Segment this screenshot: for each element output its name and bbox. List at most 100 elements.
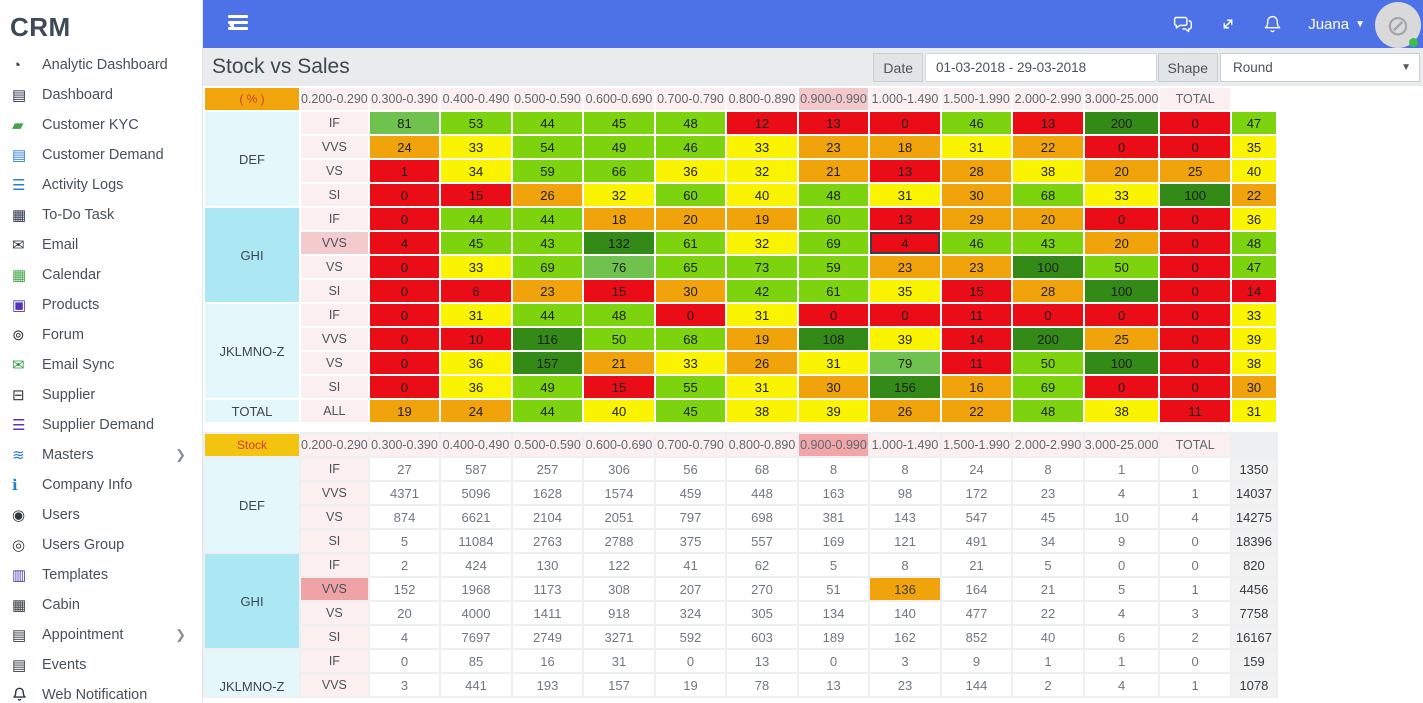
heatmap-cell[interactable]: 32 [727,160,797,182]
sidebar-item-email-sync[interactable]: ✉ Email Sync [0,350,202,380]
stock-cell[interactable]: 207 [655,578,726,600]
stock-cell[interactable]: 193 [512,674,583,696]
heatmap-cell[interactable]: 60 [655,184,726,206]
stock-cell[interactable]: 6621 [441,506,511,528]
sidebar-item-dashboard[interactable]: ▤ Dashboard [0,80,202,110]
chat-icon[interactable] [1172,14,1193,35]
stock-cell[interactable]: 4 [1084,602,1159,624]
heatmap-cell[interactable]: 10 [441,328,511,350]
heatmap-cell[interactable]: 55 [655,376,726,398]
stock-cell[interactable]: 5 [1013,554,1083,576]
stock-cell[interactable]: 162 [870,626,940,648]
heatmap-cell[interactable]: 59 [798,256,869,278]
stock-cell[interactable]: 4 [369,626,440,648]
stock-cell[interactable]: 257 [512,458,583,480]
heatmap-cell[interactable]: 0 [1160,112,1230,134]
heatmap-cell[interactable]: 21 [798,160,869,182]
heatmap-cell[interactable]: 0 [1160,136,1230,158]
stock-cell[interactable]: 9 [941,650,1012,672]
heatmap-cell[interactable]: 81 [369,112,440,134]
stock-cell[interactable]: 4 [1160,506,1230,528]
sidebar-item-products[interactable]: ▣ Products [0,290,202,320]
heatmap-cell[interactable]: 18 [584,208,654,230]
user-menu[interactable]: Juana ▼ [1308,16,1365,33]
stock-cell[interactable]: 3271 [584,626,654,648]
heatmap-cell[interactable]: 19 [727,328,797,350]
stock-cell[interactable]: 172 [941,482,1012,504]
heatmap-cell[interactable]: 33 [1084,184,1159,206]
heatmap-cell[interactable]: 15 [584,280,654,302]
stock-cell[interactable]: 163 [798,482,869,504]
heatmap-cell[interactable]: 48 [655,112,726,134]
stock-cell[interactable]: 557 [727,530,797,552]
stock-cell[interactable]: 1 [1013,650,1083,672]
stock-cell[interactable]: 22 [1013,602,1083,624]
heatmap-cell[interactable]: 0 [1013,304,1083,326]
heatmap-cell[interactable]: 46 [941,112,1012,134]
stock-cell[interactable]: 1574 [584,482,654,504]
heatmap-cell[interactable]: 28 [941,160,1012,182]
stock-cell[interactable]: 5 [798,554,869,576]
heatmap-cell[interactable]: 54 [512,136,583,158]
stock-cell[interactable]: 1173 [512,578,583,600]
heatmap-cell[interactable]: 22 [941,400,1012,422]
sidebar-item-appointment[interactable]: ▤ Appointment ❯ [0,620,202,650]
heatmap-cell[interactable]: 0 [1160,232,1230,254]
stock-cell[interactable]: 477 [941,602,1012,624]
sidebar-item-forum[interactable]: ⊚ Forum [0,320,202,350]
stock-cell[interactable]: 16 [512,650,583,672]
stock-cell[interactable]: 4 [1084,482,1159,504]
heatmap-cell[interactable]: 22 [1013,136,1083,158]
sidebar-item-customer-demand[interactable]: ▤ Customer Demand [0,140,202,170]
heatmap-cell[interactable]: 44 [512,304,583,326]
stock-cell[interactable]: 169 [798,530,869,552]
sidebar-item-company-info[interactable]: ℹ Company Info [0,470,202,500]
stock-cell[interactable]: 134 [798,602,869,624]
sidebar-item-to-do-task[interactable]: ▦ To-Do Task [0,200,202,230]
stock-cell[interactable]: 1 [1084,458,1159,480]
stock-cell[interactable]: 31 [584,650,654,672]
stock-cell[interactable]: 587 [441,458,511,480]
stock-cell[interactable]: 13 [727,650,797,672]
heatmap-cell[interactable]: 65 [655,256,726,278]
heatmap-cell[interactable]: 0 [870,112,940,134]
heatmap-cell[interactable]: 50 [584,328,654,350]
heatmap-cell[interactable]: 16 [941,376,1012,398]
stock-cell[interactable]: 122 [584,554,654,576]
heatmap-cell[interactable]: 100 [1160,184,1230,206]
heatmap-cell[interactable]: 0 [1084,208,1159,230]
stock-cell[interactable]: 592 [655,626,726,648]
heatmap-cell[interactable]: 23 [870,256,940,278]
heatmap-cell[interactable]: 18 [870,136,940,158]
sidebar-item-events[interactable]: ▤ Events [0,650,202,680]
heatmap-cell[interactable]: 69 [798,232,869,254]
heatmap-cell[interactable]: 50 [1084,256,1159,278]
heatmap-cell[interactable]: 23 [798,136,869,158]
stock-cell[interactable]: 164 [941,578,1012,600]
heatmap-cell[interactable]: 0 [369,304,440,326]
heatmap-cell[interactable]: 44 [512,112,583,134]
heatmap-cell[interactable]: 49 [512,376,583,398]
heatmap-cell[interactable]: 31 [941,136,1012,158]
menu-toggle-icon[interactable] [228,15,248,32]
heatmap-cell[interactable]: 31 [441,304,511,326]
stock-cell[interactable]: 0 [1160,458,1230,480]
heatmap-cell[interactable]: 100 [1013,256,1083,278]
stock-cell[interactable]: 1968 [441,578,511,600]
heatmap-cell[interactable]: 59 [512,160,583,182]
stock-cell[interactable]: 24 [941,458,1012,480]
heatmap-cell[interactable]: 48 [584,304,654,326]
heatmap-cell[interactable]: 200 [1013,328,1083,350]
heatmap-cell[interactable]: 30 [798,376,869,398]
heatmap-cell[interactable]: 43 [512,232,583,254]
stock-cell[interactable]: 1628 [512,482,583,504]
heatmap-cell[interactable]: 38 [727,400,797,422]
heatmap-cell[interactable]: 13 [1013,112,1083,134]
sidebar-item-email[interactable]: ✉ Email [0,230,202,260]
stock-cell[interactable]: 0 [369,650,440,672]
heatmap-cell[interactable]: 25 [1160,160,1230,182]
stock-cell[interactable]: 0 [1160,554,1230,576]
stock-cell[interactable]: 3 [870,650,940,672]
stock-cell[interactable]: 308 [584,578,654,600]
heatmap-cell[interactable]: 116 [512,328,583,350]
